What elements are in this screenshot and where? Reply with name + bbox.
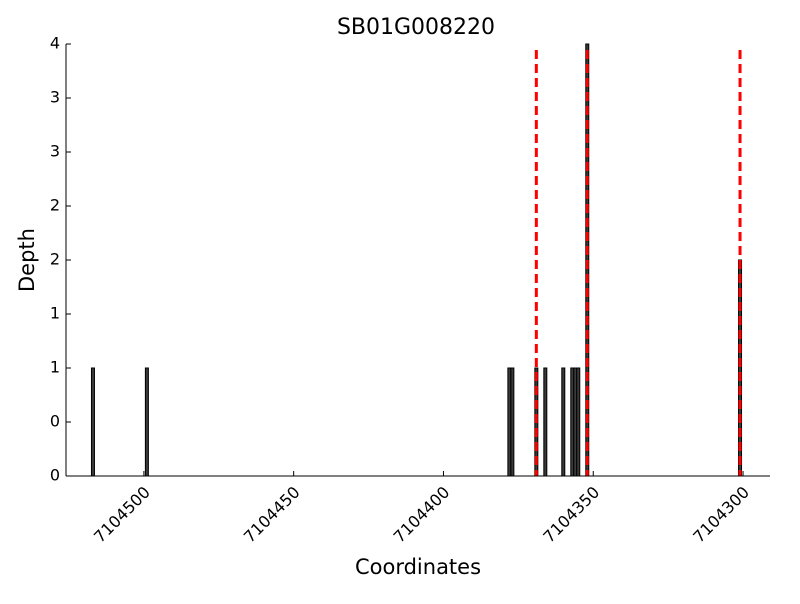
y-tick-label: 0 [50,412,60,431]
x-tick-label: 7104450 [240,483,304,547]
y-tick-label: 3 [50,88,60,107]
y-tick-label: 2 [50,250,60,269]
y-tick-label: 3 [50,142,60,161]
x-tick-label: 7104300 [689,483,753,547]
y-tick-label: 1 [50,358,60,377]
x-tick-label: 7104350 [539,483,603,547]
x-axis-label: Coordinates [355,555,481,579]
bar [543,367,548,477]
chart-title: SB01G008220 [337,15,495,40]
bar [510,367,515,477]
x-tick-label: 7104500 [90,483,154,547]
bar [90,367,95,477]
y-tick-label: 4 [50,34,60,53]
y-axis-label: Depth [15,228,39,292]
y-tick-label: 0 [50,466,60,485]
y-tick-label: 2 [50,196,60,215]
bar [561,367,566,477]
x-tick-label: 7104400 [390,483,454,547]
y-tick-label: 1 [50,304,60,323]
bar [576,367,581,477]
bar [144,367,149,477]
